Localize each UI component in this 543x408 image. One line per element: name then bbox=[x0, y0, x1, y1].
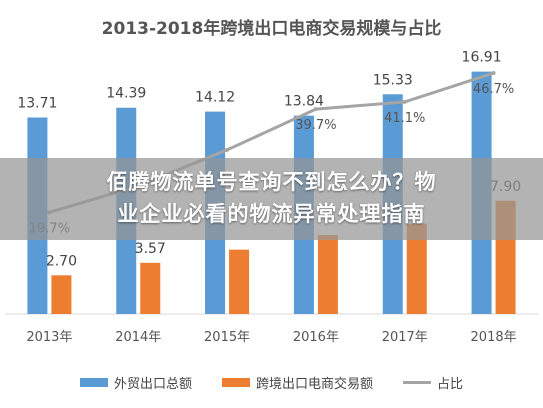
legend-label-export-total: 外贸出口总额 bbox=[113, 376, 192, 392]
bar-ecommerce-1 bbox=[140, 262, 161, 314]
data-label-export-total-2: 14.12 bbox=[195, 90, 235, 106]
point-share-4 bbox=[402, 99, 407, 104]
overlay-caption-line-1: 佰腾物流单号查询不到怎么办？物 bbox=[106, 170, 437, 194]
overlay-caption-line-2: 业企业必看的物流异常处理指南 bbox=[117, 202, 426, 226]
legend-label-ecommerce: 跨境出口电商交易额 bbox=[255, 376, 373, 392]
chart-title: 2013-2018年跨境出口电商交易规模与占比 bbox=[101, 19, 442, 39]
overlay-banner bbox=[0, 158, 543, 240]
legend-item-share: 占比 bbox=[403, 373, 463, 392]
bar-ecommerce-4 bbox=[406, 223, 427, 314]
x-tick-label-5: 2018年 bbox=[471, 330, 517, 345]
data-label-share-4: 41.1% bbox=[384, 111, 425, 126]
bar-ecommerce-2 bbox=[229, 249, 250, 314]
data-label-export-total-3: 13.84 bbox=[284, 94, 324, 110]
x-tick-label-3: 2016年 bbox=[293, 330, 339, 345]
data-label-share-5: 46.7% bbox=[473, 82, 514, 97]
bar-ecommerce-0 bbox=[51, 275, 72, 314]
legend-item-export-total: 外贸出口总额 bbox=[79, 373, 192, 392]
data-label-export-total-1: 14.39 bbox=[106, 86, 146, 102]
x-tick-label-2: 2015年 bbox=[204, 330, 250, 345]
data-label-export-total-0: 13.71 bbox=[17, 95, 57, 111]
x-tick-label-0: 2013年 bbox=[26, 330, 72, 345]
x-tick-label-4: 2017年 bbox=[382, 330, 428, 345]
point-share-5 bbox=[491, 71, 496, 76]
point-share-2 bbox=[225, 147, 230, 152]
chart-legend: 外贸出口总额 跨境出口电商交易额 占比 bbox=[0, 372, 543, 392]
data-label-share-3: 39.7% bbox=[295, 118, 336, 133]
x-tick-label-1: 2014年 bbox=[115, 330, 161, 345]
bar-ecommerce-3 bbox=[317, 235, 338, 314]
data-label-export-total-5: 16.91 bbox=[462, 50, 502, 66]
data-label-ecommerce-1: 3.57 bbox=[135, 241, 166, 257]
point-share-3 bbox=[313, 107, 318, 112]
overlay-caption: 佰腾物流单号查询不到怎么办？物 业企业必看的物流异常处理指南 bbox=[0, 166, 543, 230]
legend-swatch-export-total bbox=[79, 377, 108, 387]
legend-label-share: 占比 bbox=[437, 376, 464, 392]
legend-item-ecommerce: 跨境出口电商交易额 bbox=[221, 373, 373, 392]
legend-swatch-share bbox=[403, 380, 431, 384]
legend-swatch-ecommerce bbox=[221, 377, 250, 387]
data-label-export-total-4: 15.33 bbox=[373, 72, 413, 88]
data-label-ecommerce-0: 2.70 bbox=[46, 253, 77, 269]
